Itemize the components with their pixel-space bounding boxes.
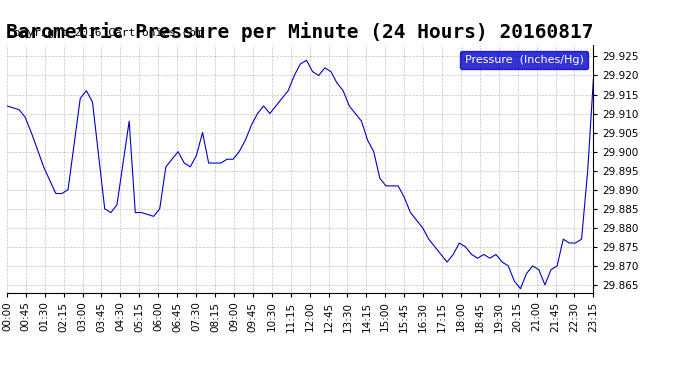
Title: Barometric Pressure per Minute (24 Hours) 20160817: Barometric Pressure per Minute (24 Hours… bbox=[6, 22, 594, 42]
Legend: Pressure  (Inches/Hg): Pressure (Inches/Hg) bbox=[460, 51, 588, 69]
Text: Copyright 2016 Cartronics.com: Copyright 2016 Cartronics.com bbox=[7, 28, 203, 38]
